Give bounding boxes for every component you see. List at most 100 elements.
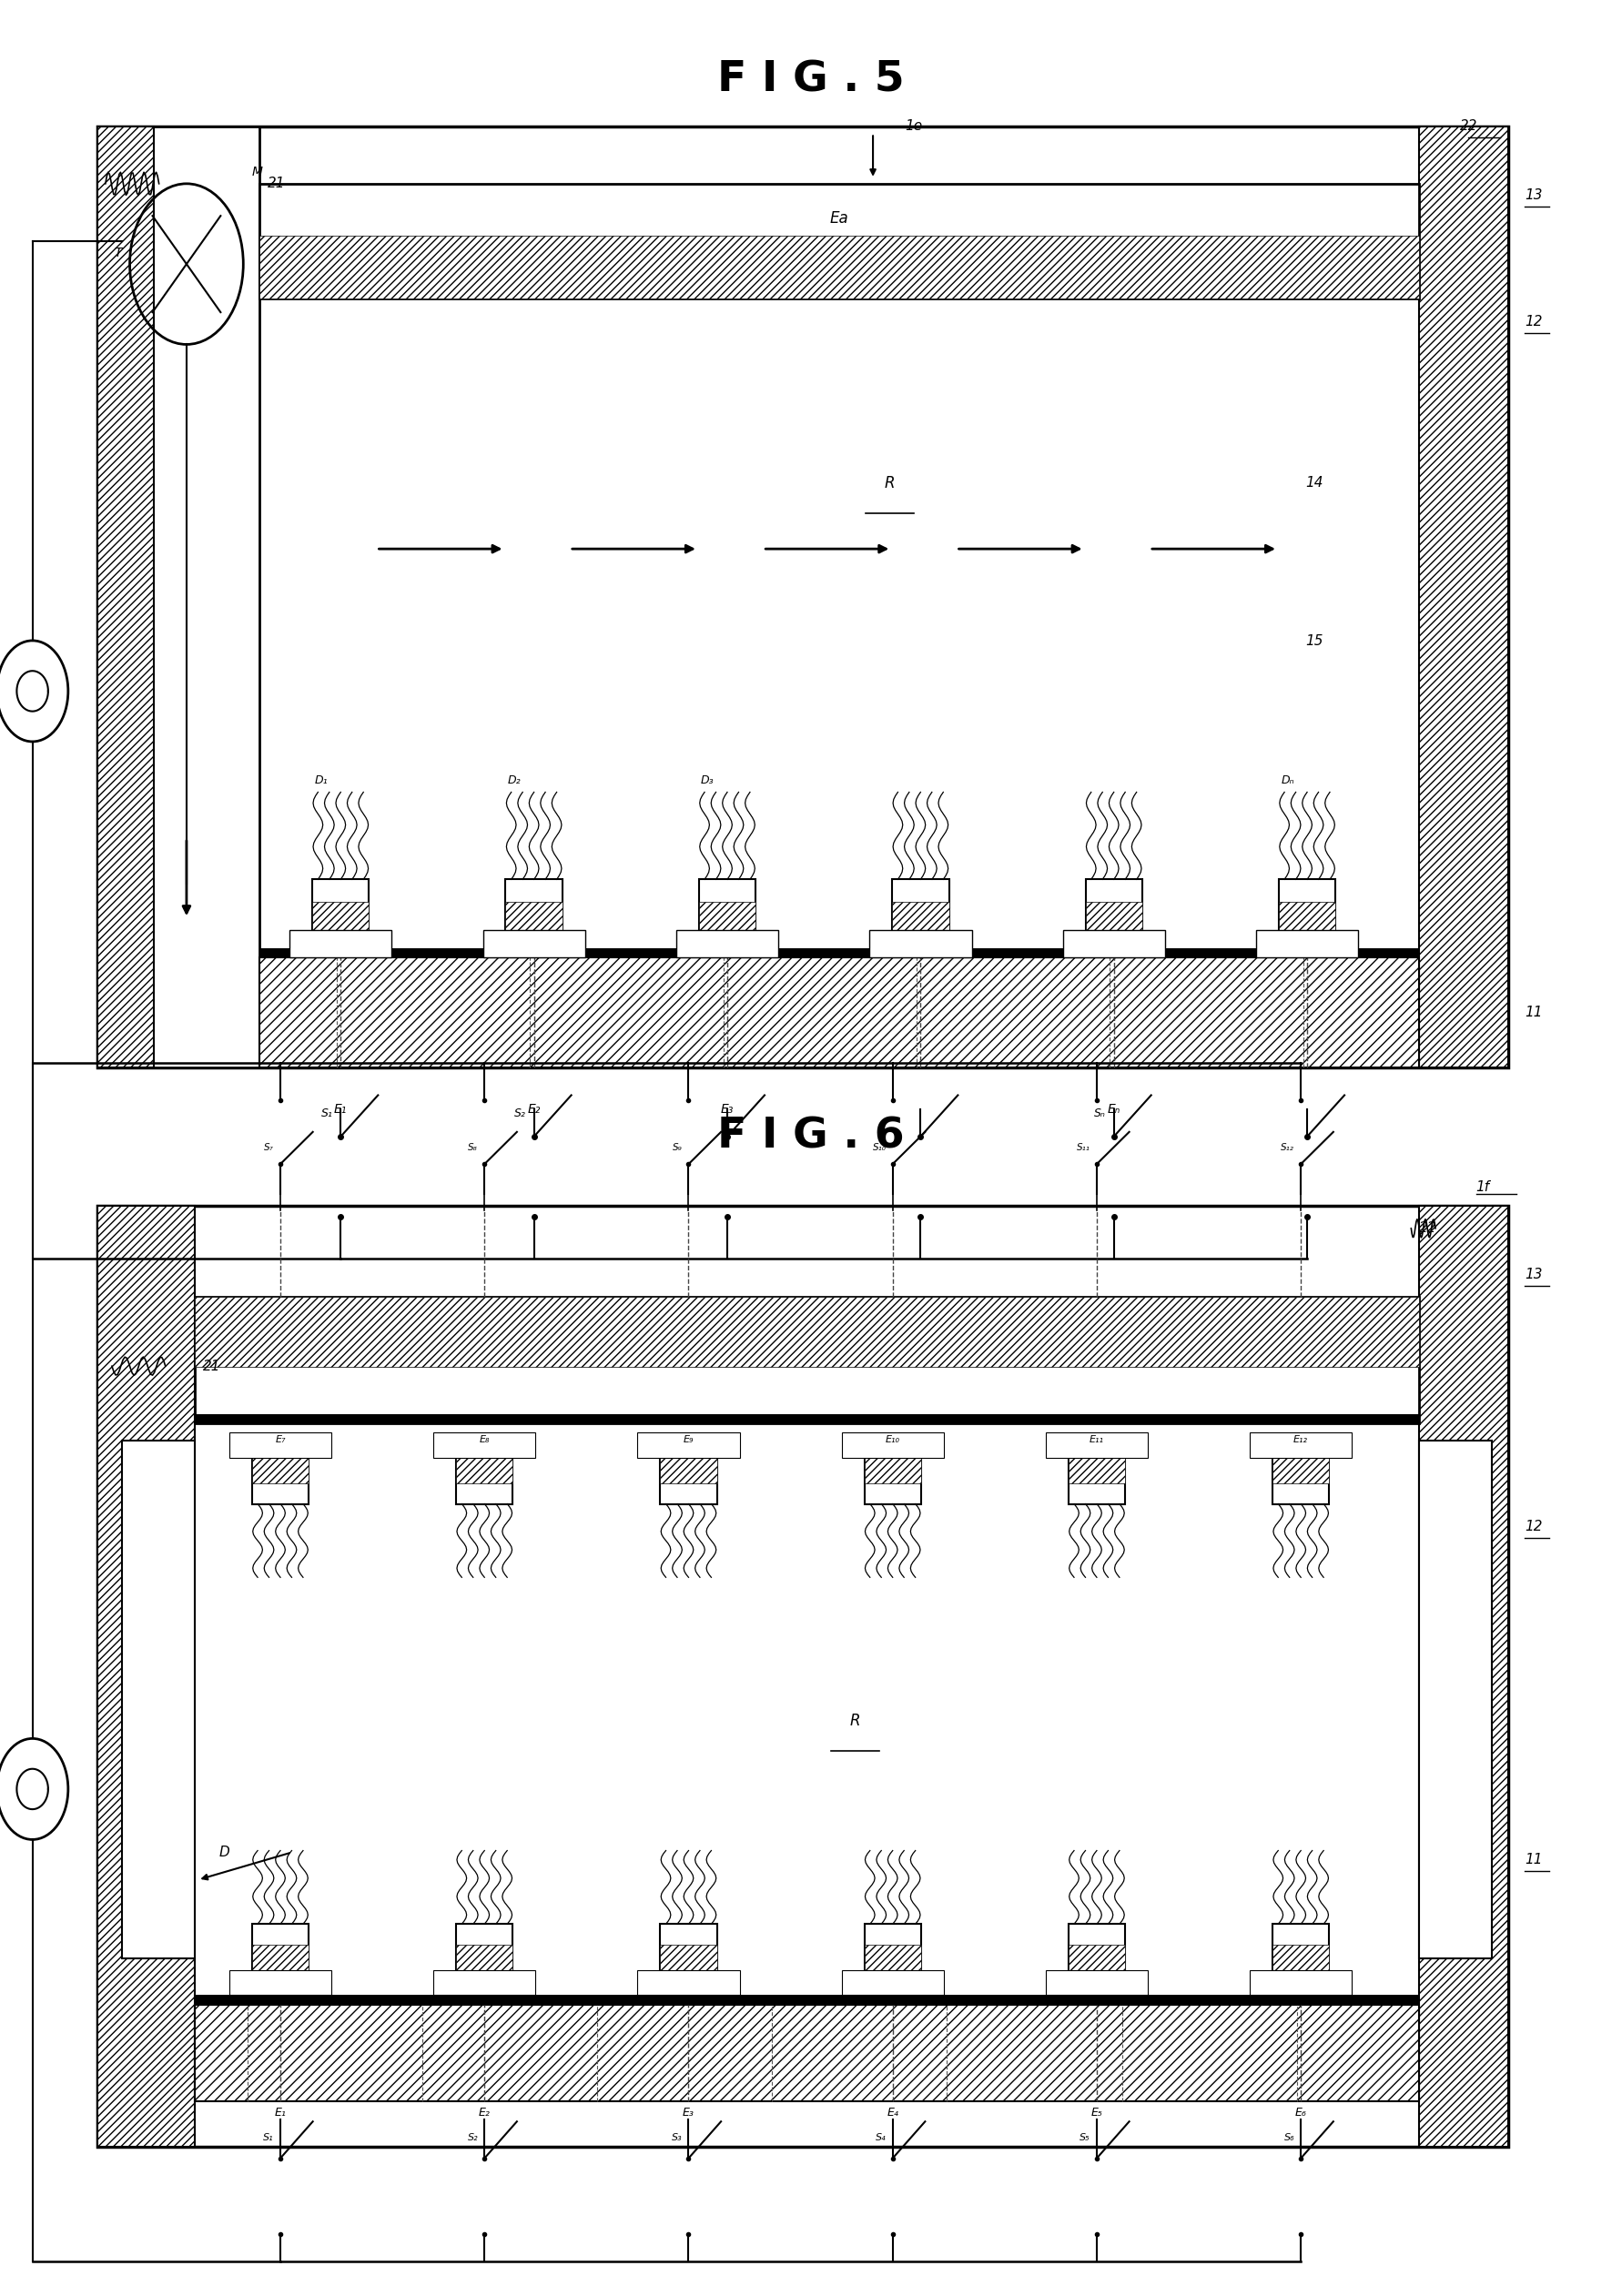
Text: D₃: D₃ (701, 774, 714, 788)
Text: S₂: S₂ (514, 1107, 526, 1120)
Text: 22: 22 (1419, 1221, 1437, 1235)
Text: R: R (850, 1713, 861, 1729)
Bar (865, 1458, 921, 1504)
Bar (1273, 1945, 1330, 1970)
Bar (1069, 1945, 1126, 1970)
Text: E₁₁: E₁₁ (1090, 1435, 1105, 1444)
Text: S₂: S₂ (467, 2133, 478, 2142)
Bar (1062, 930, 1165, 957)
Text: R: R (884, 475, 895, 491)
Text: E₁: E₁ (334, 1102, 347, 1116)
Bar (260, 957, 1419, 1068)
Text: Dₙ: Dₙ (1281, 774, 1294, 788)
Bar (842, 1970, 944, 1995)
Bar (660, 1458, 717, 1504)
Bar (251, 1458, 308, 1504)
Text: T: T (114, 246, 122, 259)
Bar (195, 1995, 1419, 2004)
Bar (97, 126, 154, 1068)
Bar (97, 126, 260, 1068)
Bar (260, 236, 1419, 298)
Bar (456, 1458, 513, 1483)
Text: E₈: E₈ (478, 1435, 490, 1444)
Bar (195, 1414, 1419, 1424)
Text: S₁₂: S₁₂ (1281, 1143, 1294, 1153)
Text: D₁: D₁ (315, 774, 328, 788)
Text: E₁₂: E₁₂ (1294, 1435, 1309, 1444)
Bar (506, 902, 563, 930)
Text: S₇: S₇ (264, 1143, 274, 1153)
Bar (1278, 879, 1335, 930)
Text: S₃: S₃ (672, 2133, 683, 2142)
Text: E₁₀: E₁₀ (886, 1435, 900, 1444)
Bar (433, 1970, 535, 1995)
Text: E₆: E₆ (1294, 2105, 1307, 2119)
Bar (97, 126, 1508, 1068)
Bar (229, 1433, 331, 1458)
Text: Ea: Ea (830, 209, 848, 227)
Text: 1f: 1f (1476, 1180, 1489, 1194)
Bar (483, 930, 586, 957)
Text: S₁: S₁ (263, 2133, 274, 2142)
Bar (1419, 1205, 1508, 2147)
Bar (1069, 1458, 1126, 1483)
Text: F I G . 6: F I G . 6 (717, 1116, 905, 1157)
Text: S₈: S₈ (469, 1143, 478, 1153)
Bar (97, 1205, 1508, 2147)
Text: E₃: E₃ (683, 2105, 694, 2119)
Bar (251, 1945, 308, 1970)
Bar (195, 1297, 1419, 1424)
Bar (456, 1945, 513, 1970)
Text: E₇: E₇ (276, 1435, 285, 1444)
Text: 21: 21 (203, 1359, 221, 1373)
Text: 21: 21 (268, 177, 285, 191)
Bar (456, 1924, 513, 1970)
Text: D: D (219, 1846, 230, 1860)
Bar (195, 2004, 1419, 2101)
Text: 13: 13 (1525, 1267, 1543, 1281)
Bar (1085, 879, 1142, 930)
Bar (122, 1442, 195, 1958)
Text: S₅: S₅ (1080, 2133, 1090, 2142)
Bar (660, 1924, 717, 1970)
Bar (699, 902, 756, 930)
Bar (892, 879, 949, 930)
Bar (1069, 1924, 1126, 1970)
Bar (229, 1970, 331, 1995)
Bar (1273, 1458, 1330, 1504)
Bar (699, 879, 756, 930)
Text: S₉: S₉ (672, 1143, 683, 1153)
Text: 12: 12 (1525, 1520, 1543, 1534)
Bar (313, 879, 370, 930)
Bar (290, 930, 393, 957)
Text: 12: 12 (1525, 315, 1543, 328)
Bar (637, 1970, 740, 1995)
Bar (869, 930, 972, 957)
Bar (260, 948, 1419, 957)
Bar (1046, 1970, 1148, 1995)
Text: E₂: E₂ (478, 2105, 490, 2119)
Text: S₁₁: S₁₁ (1077, 1143, 1090, 1153)
Text: E₅: E₅ (1092, 2105, 1103, 2119)
Bar (251, 1924, 308, 1970)
Bar (865, 1458, 921, 1483)
Bar (865, 1945, 921, 1970)
Bar (842, 1433, 944, 1458)
Text: S₁: S₁ (321, 1107, 333, 1120)
Bar (260, 184, 1419, 298)
Text: S₄: S₄ (876, 2133, 886, 2142)
Bar (1419, 1442, 1492, 1958)
Bar (1046, 1433, 1148, 1458)
Text: 14: 14 (1306, 475, 1324, 489)
Bar (97, 1205, 195, 2147)
Bar (195, 1297, 1419, 1366)
Text: S₆: S₆ (1283, 2133, 1294, 2142)
Bar (456, 1458, 513, 1504)
Text: Eₙ: Eₙ (1108, 1102, 1121, 1116)
Bar (1069, 1458, 1126, 1504)
Text: 11: 11 (1525, 1853, 1543, 1867)
Text: 22: 22 (1460, 119, 1478, 133)
Bar (637, 1433, 740, 1458)
Text: Sₙ: Sₙ (1093, 1107, 1106, 1120)
Bar (892, 902, 949, 930)
